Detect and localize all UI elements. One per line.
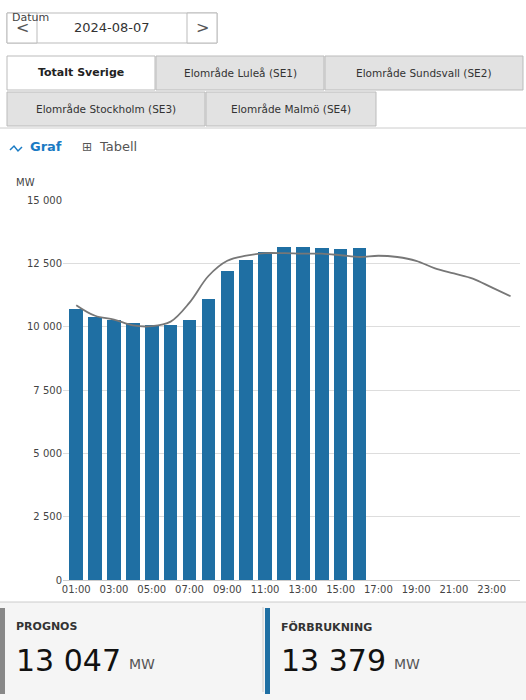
svg-text:21:00: 21:00 xyxy=(439,584,468,595)
svg-text:12 500: 12 500 xyxy=(27,258,62,269)
svg-text:05:00: 05:00 xyxy=(137,584,166,595)
svg-text:0: 0 xyxy=(56,575,62,586)
svg-text:Datum: Datum xyxy=(12,11,49,24)
svg-text:13 047: 13 047 xyxy=(16,643,121,678)
svg-text:13:00: 13:00 xyxy=(288,584,317,595)
svg-text:Tabell: Tabell xyxy=(99,139,137,154)
svg-text:Elområde Stockholm (SE3): Elområde Stockholm (SE3) xyxy=(36,103,176,115)
svg-text:23:00: 23:00 xyxy=(477,584,506,595)
svg-text:2024-08-07: 2024-08-07 xyxy=(74,20,150,35)
svg-text:<: < xyxy=(16,18,29,37)
svg-text:Totalt Sverige: Totalt Sverige xyxy=(38,66,124,79)
svg-text:MW: MW xyxy=(394,656,420,672)
svg-text:7 500: 7 500 xyxy=(33,385,62,396)
svg-text:03:00: 03:00 xyxy=(100,584,129,595)
svg-text:5 000: 5 000 xyxy=(33,448,62,459)
svg-text:FÖRBRUKNING: FÖRBRUKNING xyxy=(281,620,372,634)
svg-text:11:00: 11:00 xyxy=(251,584,280,595)
svg-text:10 000: 10 000 xyxy=(27,321,62,332)
svg-text:07:00: 07:00 xyxy=(175,584,204,595)
svg-text:Elområde Sundsvall (SE2): Elområde Sundsvall (SE2) xyxy=(356,67,492,79)
svg-text:MW: MW xyxy=(16,177,35,188)
svg-text:2 500: 2 500 xyxy=(33,511,62,522)
svg-text:Elområde Malmö (SE4): Elområde Malmö (SE4) xyxy=(231,103,351,115)
svg-text:17:00: 17:00 xyxy=(364,584,393,595)
svg-text:MW: MW xyxy=(129,656,155,672)
svg-text:Graf: Graf xyxy=(30,139,62,154)
svg-text:⊞: ⊞ xyxy=(82,140,92,154)
svg-text:15 000: 15 000 xyxy=(27,195,62,206)
svg-text:PROGNOS: PROGNOS xyxy=(16,620,77,633)
svg-text:Elområde Luleå (SE1): Elområde Luleå (SE1) xyxy=(184,67,297,79)
svg-text:15:00: 15:00 xyxy=(326,584,355,595)
svg-text:01:00: 01:00 xyxy=(62,584,91,595)
svg-text:13 379: 13 379 xyxy=(281,643,386,678)
svg-text:19:00: 19:00 xyxy=(402,584,431,595)
svg-text:>: > xyxy=(196,18,209,37)
svg-text:09:00: 09:00 xyxy=(213,584,242,595)
